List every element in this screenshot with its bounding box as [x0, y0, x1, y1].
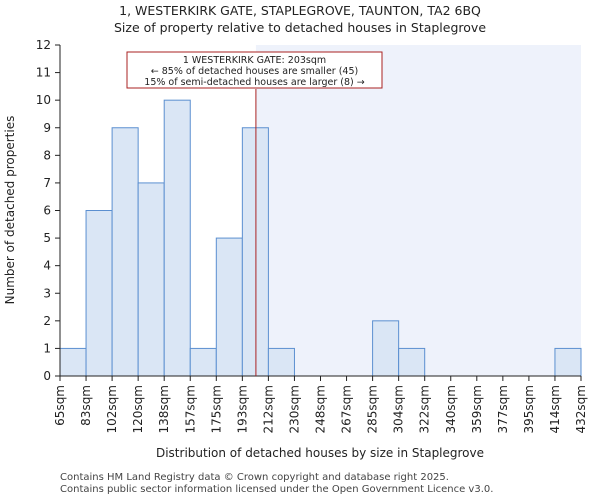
y-axis-label: Number of detached properties: [3, 116, 17, 305]
histogram-bar: [398, 347, 426, 377]
x-tick-label: 157sqm: [183, 385, 197, 433]
x-tick-label: 175sqm: [209, 385, 223, 433]
footer-copyright: Contains HM Land Registry data © Crown c…: [60, 472, 449, 483]
annotation-line: 1 WESTERKIRK GATE: 203sqm: [183, 55, 326, 66]
x-tick-label: 138sqm: [157, 385, 171, 433]
chart-title: 1, WESTERKIRK GATE, STAPLEGROVE, TAUNTON…: [119, 3, 481, 18]
larger-region-highlight: [255, 45, 582, 376]
x-axis-label: Distribution of detached houses by size …: [156, 446, 484, 460]
x-tick-label: 230sqm: [287, 385, 301, 433]
y-tick-label: 3: [43, 286, 51, 300]
x-tick-label: 414sqm: [548, 385, 562, 433]
y-tick-label: 12: [36, 38, 51, 52]
x-tick-label: 377sqm: [496, 385, 510, 433]
footer-licence: Contains public sector information licen…: [60, 484, 494, 495]
annotation-line: 15% of semi-detached houses are larger (…: [144, 77, 364, 88]
x-tick-label: 120sqm: [131, 385, 145, 433]
histogram-bar: [137, 182, 165, 377]
y-tick-label: 7: [43, 176, 51, 190]
histogram-bar: [241, 127, 269, 377]
x-tick-label: 304sqm: [392, 385, 406, 433]
y-tick-label: 2: [43, 314, 51, 328]
annotation-box: [126, 51, 383, 89]
y-tick-label: 10: [36, 93, 51, 107]
x-tick-label: 340sqm: [444, 385, 458, 433]
y-tick-label: 8: [43, 148, 51, 162]
y-tick-label: 0: [43, 369, 51, 383]
y-tick-label: 1: [43, 341, 51, 355]
histogram-bar: [267, 347, 295, 377]
chart-subtitle: Size of property relative to detached ho…: [113, 20, 487, 35]
x-tick-label: 285sqm: [366, 385, 380, 433]
x-tick-label: 248sqm: [314, 385, 328, 433]
histogram-bar: [111, 127, 139, 377]
x-tick-label: 83sqm: [79, 385, 93, 426]
x-tick-label: 267sqm: [340, 385, 354, 433]
y-tick-label: 4: [43, 259, 51, 273]
y-tick-label: 5: [43, 231, 51, 245]
histogram-bar: [59, 347, 87, 377]
annotation-line: ← 85% of detached houses are smaller (45…: [151, 66, 358, 77]
x-tick-label: 395sqm: [522, 385, 536, 433]
x-tick-label: 102sqm: [105, 385, 119, 433]
x-tick-label: 322sqm: [418, 385, 432, 433]
x-tick-label: 193sqm: [235, 385, 249, 433]
y-tick-label: 9: [43, 121, 51, 135]
histogram-bar: [372, 320, 400, 377]
x-tick-label: 65sqm: [53, 385, 67, 426]
histogram-bar: [554, 347, 582, 377]
histogram-bar: [163, 99, 191, 377]
histogram-bar: [85, 210, 113, 377]
x-tick-label: 432sqm: [574, 385, 588, 433]
x-tick-label: 212sqm: [261, 385, 275, 433]
x-tick-label: 359sqm: [470, 385, 484, 433]
y-tick-label: 11: [36, 66, 51, 80]
histogram-bar: [189, 347, 217, 377]
histogram-bar: [215, 237, 243, 377]
y-tick-label: 6: [43, 204, 51, 218]
